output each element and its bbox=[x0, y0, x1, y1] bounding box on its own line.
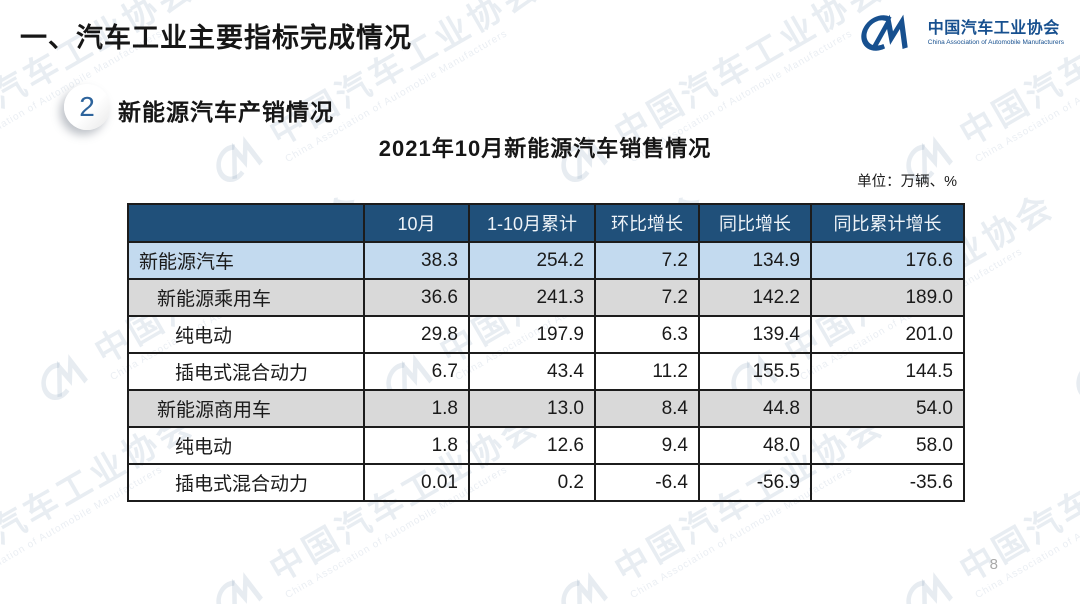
table-row: 新能源乘用车 36.6 241.3 7.2 142.2 189.0 bbox=[127, 278, 965, 317]
value-cell: 6.7 bbox=[363, 352, 470, 391]
sales-table: 10月 1-10月累计 环比增长 同比增长 同比累计增长 新能源汽车 38.3 254.2 7… bbox=[127, 203, 965, 502]
sales-table-wrapper: 10月 1-10月累计 环比增长 同比增长 同比累计增长 新能源汽车 38.3 254.2 7… bbox=[127, 203, 965, 502]
page-number: 8 bbox=[989, 556, 998, 573]
value-cell: 48.0 bbox=[698, 426, 812, 465]
value-cell: 144.5 bbox=[810, 352, 965, 391]
row-label: 新能源乘用车 bbox=[127, 278, 365, 317]
table-row: 新能源商用车 1.8 13.0 8.4 44.8 54.0 bbox=[127, 389, 965, 428]
column-header: 同比累计增长 bbox=[810, 203, 965, 243]
value-cell: 155.5 bbox=[698, 352, 812, 391]
row-label: 插电式混合动力 bbox=[127, 352, 365, 391]
value-cell: 197.9 bbox=[468, 315, 596, 354]
value-cell: 201.0 bbox=[810, 315, 965, 354]
caam-name-en: China Association of Automobile Manufact… bbox=[927, 38, 1064, 46]
value-cell: 142.2 bbox=[698, 278, 812, 317]
value-cell: 8.4 bbox=[594, 389, 700, 428]
row-label: 新能源汽车 bbox=[127, 241, 365, 280]
value-cell: -6.4 bbox=[594, 463, 700, 502]
value-cell: 9.4 bbox=[594, 426, 700, 465]
column-header: 1-10月累计 bbox=[468, 203, 596, 243]
table-row: 纯电动 1.8 12.6 9.4 48.0 58.0 bbox=[127, 426, 965, 465]
value-cell: 0.2 bbox=[468, 463, 596, 502]
value-cell: 58.0 bbox=[810, 426, 965, 465]
value-cell: 176.6 bbox=[810, 241, 965, 280]
row-label: 纯电动 bbox=[127, 315, 365, 354]
value-cell: 43.4 bbox=[468, 352, 596, 391]
table-title: 2021年10月新能源汽车销售情况 bbox=[378, 136, 712, 161]
row-label: 纯电动 bbox=[127, 426, 365, 465]
unit-note: 单位：万辆、% bbox=[857, 174, 957, 190]
table-row: 插电式混合动力 0.01 0.2 -6.4 -56.9 -35.6 bbox=[127, 463, 965, 502]
value-cell: 1.8 bbox=[363, 426, 470, 465]
value-cell: 241.3 bbox=[468, 278, 596, 317]
value-cell: 139.4 bbox=[698, 315, 812, 354]
caam-monogram-icon bbox=[853, 10, 919, 56]
value-cell: 44.8 bbox=[698, 389, 812, 428]
value-cell: -35.6 bbox=[810, 463, 965, 502]
value-cell: 11.2 bbox=[594, 352, 700, 391]
value-cell: 36.6 bbox=[363, 278, 470, 317]
row-label: 新能源商用车 bbox=[127, 389, 365, 428]
section-number-badge: 2 bbox=[64, 84, 110, 130]
value-cell: 12.6 bbox=[468, 426, 596, 465]
table-row: 新能源汽车 38.3 254.2 7.2 134.9 176.6 bbox=[127, 241, 965, 280]
table-row: 纯电动 29.8 197.9 6.3 139.4 201.0 bbox=[127, 315, 965, 354]
column-header: 10月 bbox=[363, 203, 470, 243]
column-header bbox=[127, 203, 365, 243]
value-cell: 0.01 bbox=[363, 463, 470, 502]
value-cell: 29.8 bbox=[363, 315, 470, 354]
table-header-row: 10月 1-10月累计 环比增长 同比增长 同比累计增长 bbox=[127, 203, 965, 243]
row-label: 插电式混合动力 bbox=[127, 463, 365, 502]
column-header: 同比增长 bbox=[698, 203, 812, 243]
value-cell: -56.9 bbox=[698, 463, 812, 502]
value-cell: 134.9 bbox=[698, 241, 812, 280]
column-header: 环比增长 bbox=[594, 203, 700, 243]
value-cell: 13.0 bbox=[468, 389, 596, 428]
value-cell: 54.0 bbox=[810, 389, 965, 428]
value-cell: 254.2 bbox=[468, 241, 596, 280]
value-cell: 38.3 bbox=[363, 241, 470, 280]
table-body: 新能源汽车 38.3 254.2 7.2 134.9 176.6 新能源乘用车 36.6 241… bbox=[127, 241, 965, 502]
value-cell: 1.8 bbox=[363, 389, 470, 428]
section-title: 新能源汽车产销情况 bbox=[118, 99, 334, 125]
caam-name-cn: 中国汽车工业协会 bbox=[927, 19, 1060, 37]
caam-logo-text: 中国汽车工业协会 China Association of Automobile… bbox=[928, 19, 1064, 47]
page-title: 一、汽车工业主要指标完成情况 bbox=[20, 23, 412, 53]
value-cell: 6.3 bbox=[594, 315, 700, 354]
caam-logo: 中国汽车工业协会 China Association of Automobile… bbox=[853, 10, 1064, 56]
value-cell: 7.2 bbox=[594, 278, 700, 317]
value-cell: 189.0 bbox=[810, 278, 965, 317]
table-row: 插电式混合动力 6.7 43.4 11.2 155.5 144.5 bbox=[127, 352, 965, 391]
value-cell: 7.2 bbox=[594, 241, 700, 280]
